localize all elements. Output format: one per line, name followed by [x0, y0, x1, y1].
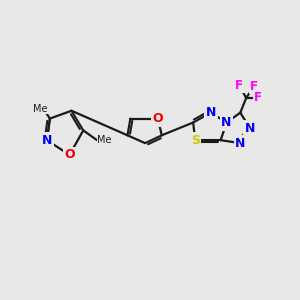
Text: Me: Me — [97, 135, 112, 145]
Text: S: S — [190, 134, 200, 147]
Text: F: F — [250, 80, 258, 93]
Text: O: O — [64, 148, 75, 161]
Text: F: F — [235, 79, 243, 92]
Text: F: F — [254, 92, 262, 104]
Text: N: N — [42, 134, 52, 147]
Text: N: N — [235, 136, 245, 150]
Text: N: N — [245, 122, 255, 135]
Text: Me: Me — [33, 104, 47, 114]
Text: N: N — [221, 116, 232, 129]
Text: O: O — [152, 112, 163, 125]
Text: N: N — [206, 106, 216, 119]
